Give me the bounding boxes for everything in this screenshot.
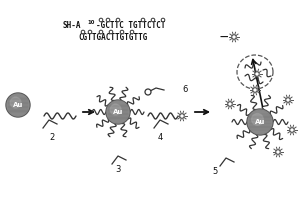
Circle shape [110,104,121,115]
Text: CGTTGACTTGTGTTG: CGTTGACTTGTGTTG [78,32,147,42]
Text: 3: 3 [115,166,121,174]
Circle shape [116,18,120,22]
Circle shape [253,88,257,92]
Text: -GCTTC TGTTCTCT: -GCTTC TGTTCTCT [96,21,165,29]
Circle shape [286,98,290,102]
Circle shape [81,30,85,34]
Circle shape [290,128,294,132]
Text: 5: 5 [212,168,217,176]
Circle shape [228,102,232,106]
Text: 6: 6 [182,86,188,95]
Circle shape [151,18,155,22]
Circle shape [232,35,236,39]
Circle shape [99,30,103,34]
Text: —: — [219,32,227,42]
Circle shape [109,30,113,34]
Circle shape [120,30,124,34]
Circle shape [248,110,272,134]
Circle shape [141,18,145,22]
Text: 2: 2 [50,134,55,142]
Circle shape [10,97,21,108]
Circle shape [6,93,30,117]
Circle shape [145,89,151,95]
Circle shape [255,72,259,76]
Text: Au: Au [113,109,123,115]
Text: Au: Au [255,119,265,125]
Circle shape [247,109,273,135]
Text: SH-A: SH-A [63,21,82,29]
Circle shape [107,101,129,123]
Text: Au: Au [13,102,23,108]
Text: 10: 10 [87,20,94,24]
Text: 4: 4 [158,134,163,142]
Circle shape [130,30,134,34]
Circle shape [276,150,280,154]
Circle shape [7,94,29,116]
Circle shape [180,114,184,118]
Circle shape [161,18,165,22]
Circle shape [99,18,103,22]
Circle shape [106,100,130,124]
Circle shape [106,18,110,22]
Circle shape [88,30,92,34]
Circle shape [251,114,263,125]
